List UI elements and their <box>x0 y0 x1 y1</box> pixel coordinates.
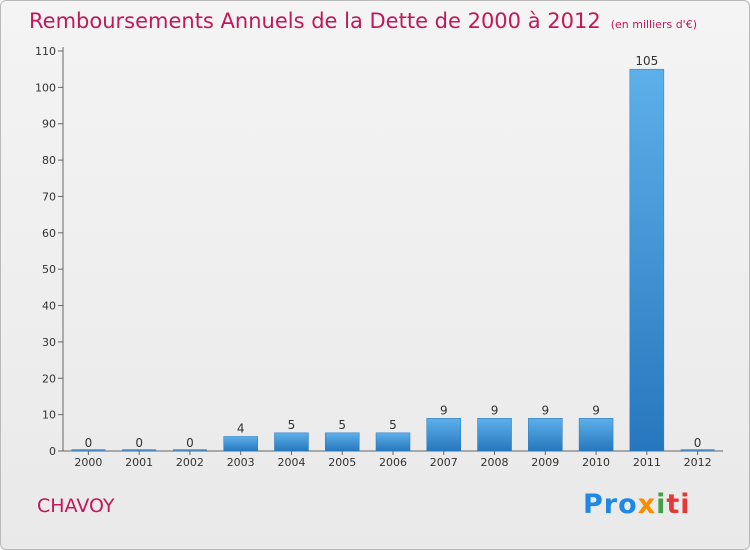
bar <box>578 418 614 452</box>
x-tick-label: 2000 <box>74 456 102 469</box>
chart-title: Remboursements Annuels de la Dette de 20… <box>29 9 697 33</box>
data-label: 9 <box>541 403 549 417</box>
logo-part-1: Pro <box>583 489 638 520</box>
y-tick-label: 0 <box>49 445 56 458</box>
x-tick-label: 2008 <box>481 456 509 469</box>
data-label: 9 <box>592 403 600 417</box>
y-tick-label: 110 <box>35 45 56 58</box>
bar <box>274 432 309 452</box>
bar <box>528 418 563 452</box>
data-label: 5 <box>288 418 296 432</box>
y-tick-label: 40 <box>42 300 56 313</box>
x-tick-label: 2009 <box>531 456 559 469</box>
x-tick-label: 2002 <box>176 456 204 469</box>
y-tick-label: 70 <box>42 190 56 203</box>
y-tick-label: 20 <box>42 372 56 385</box>
commune-name: CHAVOY <box>37 495 115 517</box>
data-label: 4 <box>237 421 245 435</box>
x-tick-label: 2004 <box>277 456 305 469</box>
data-label: 0 <box>694 436 702 450</box>
y-tick-label: 60 <box>42 227 56 240</box>
data-label: 5 <box>338 418 346 432</box>
x-tick-label: 2006 <box>379 456 407 469</box>
data-label: 0 <box>186 436 194 450</box>
bar <box>375 432 411 452</box>
data-label: 105 <box>635 54 658 68</box>
y-tick-label: 30 <box>42 336 56 349</box>
x-tick-label: 2003 <box>227 456 255 469</box>
x-tick-label: 2012 <box>684 456 712 469</box>
data-label: 9 <box>440 403 448 417</box>
data-label: 9 <box>491 403 499 417</box>
x-tick-label: 2007 <box>430 456 458 469</box>
x-tick-label: 2011 <box>633 456 661 469</box>
logo-part-2: x <box>637 489 657 520</box>
y-tick-label: 80 <box>42 154 56 167</box>
data-label: 0 <box>85 436 93 450</box>
chart-title-text: Remboursements Annuels de la Dette de 20… <box>29 9 601 33</box>
x-tick-label: 2001 <box>125 456 153 469</box>
y-tick-label: 50 <box>42 263 56 276</box>
bar <box>426 418 462 452</box>
x-tick-label: 2010 <box>582 456 610 469</box>
x-tick-label: 2005 <box>328 456 356 469</box>
logo-part-3: i <box>656 489 667 520</box>
y-tick-label: 10 <box>42 409 56 422</box>
bar <box>223 436 258 452</box>
y-tick-label: 100 <box>35 81 56 94</box>
unit-note: (en milliers d'€) <box>610 18 697 31</box>
bar <box>324 432 360 452</box>
bar <box>629 68 665 452</box>
data-label: 5 <box>389 418 397 432</box>
data-label: 0 <box>135 436 143 450</box>
y-tick-label: 90 <box>42 118 56 131</box>
bar <box>477 418 512 452</box>
proxiti-logo: Proxiti <box>583 489 691 520</box>
logo-part-4: ti <box>666 489 691 520</box>
